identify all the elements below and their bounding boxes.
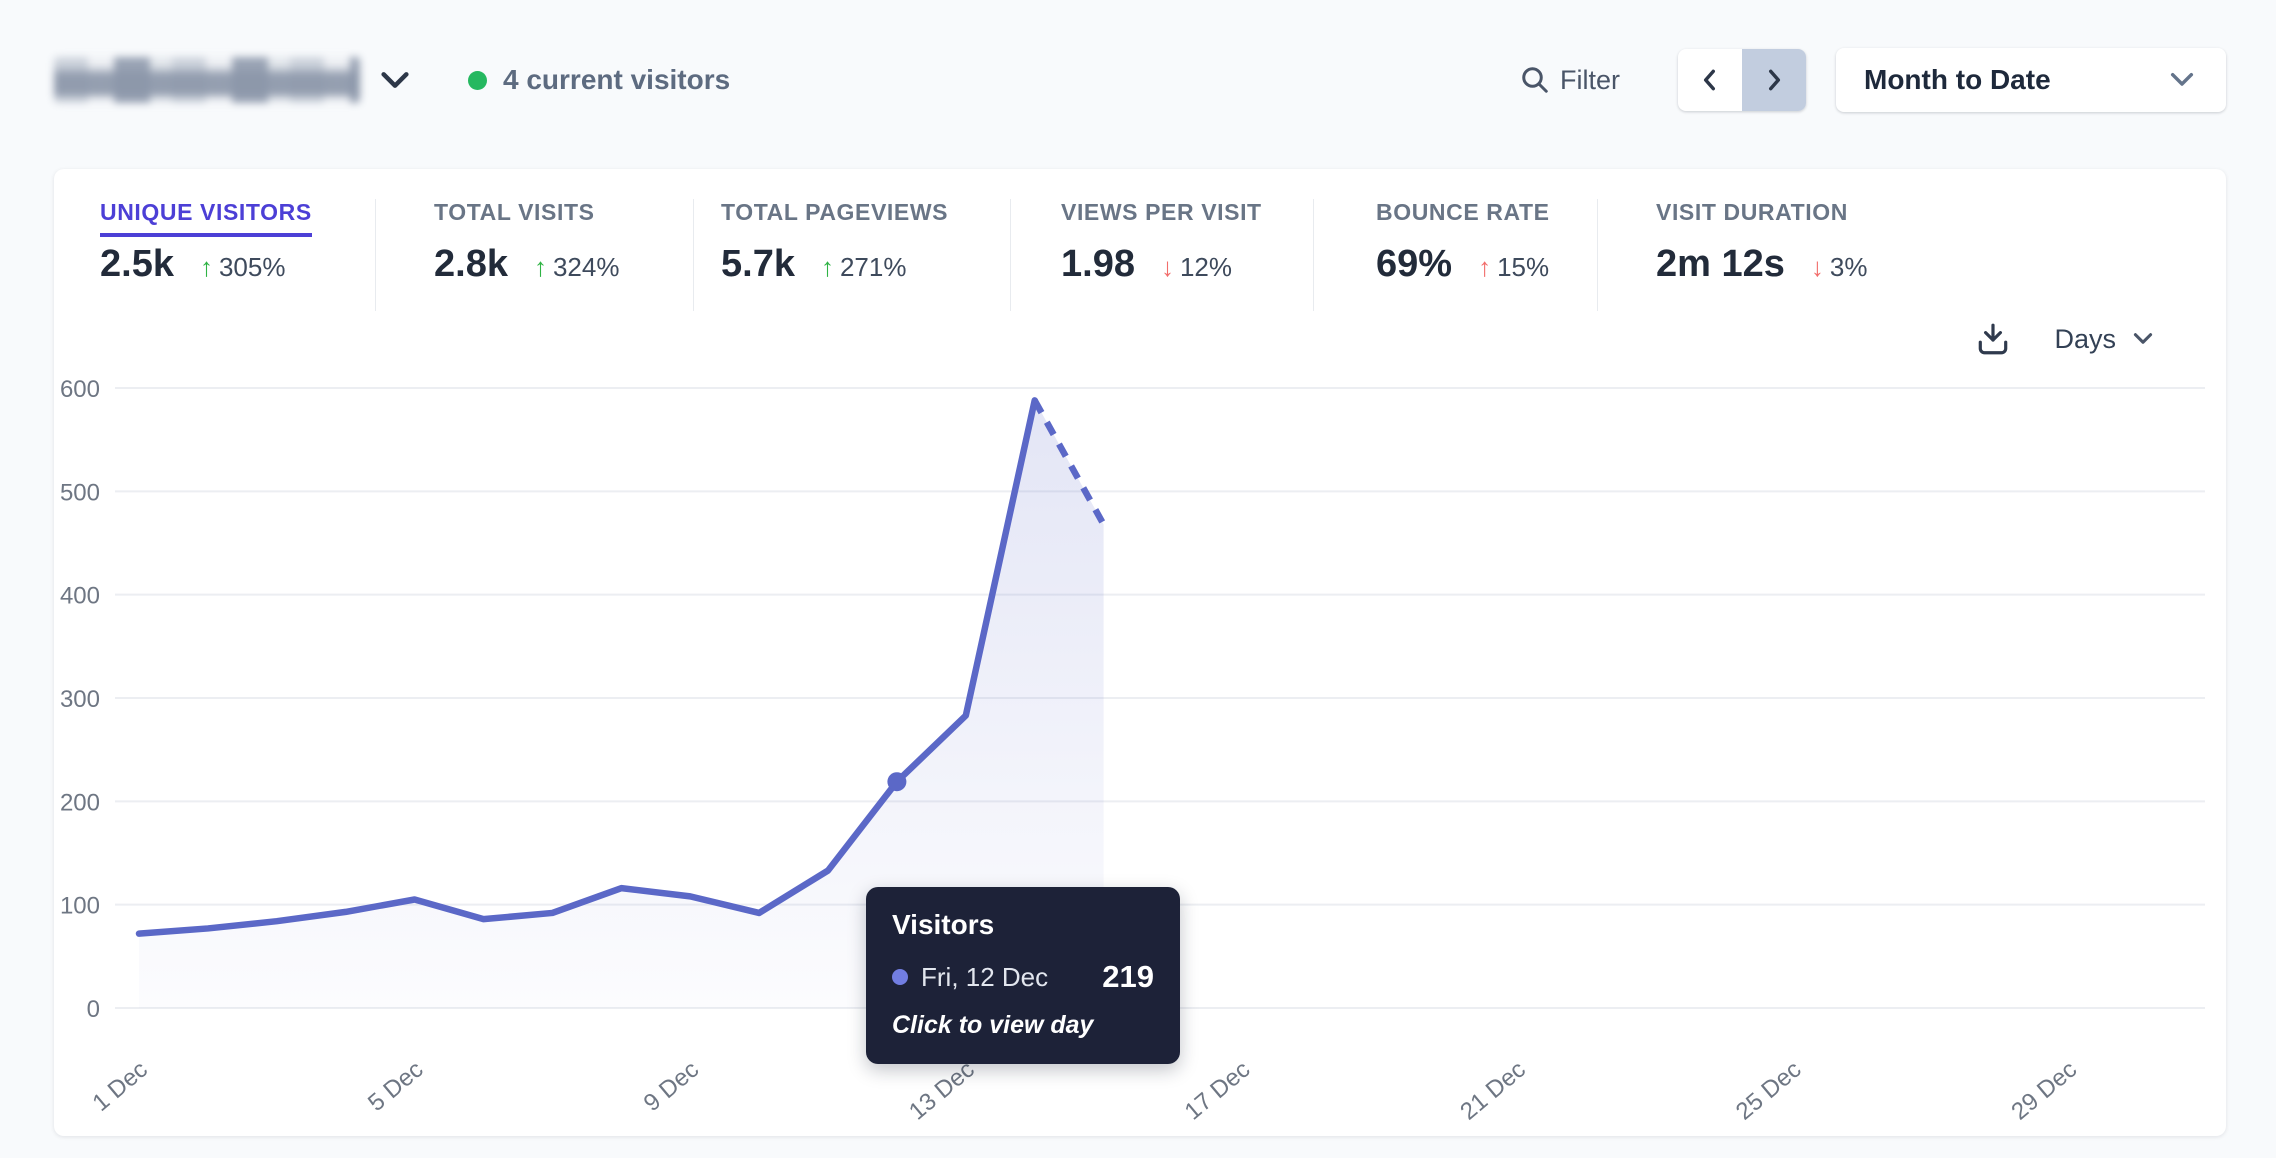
stat-value: 2m 12s <box>1656 243 1785 285</box>
stat-label: UNIQUE VISITORS <box>100 199 312 237</box>
stat-label: VIEWS PER VISIT <box>1061 199 1262 225</box>
chevron-right-icon <box>1769 69 1781 91</box>
analytics-card: UNIQUE VISITORS 2.5k ↑ 305% TOTAL VISITS … <box>54 169 2226 1136</box>
interval-dropdown[interactable]: Days <box>2054 324 2156 355</box>
x-tick-label: 9 Dec <box>639 1056 704 1117</box>
y-tick-label: 300 <box>60 686 100 713</box>
site-picker[interactable] <box>54 57 412 103</box>
site-name-redacted <box>54 57 360 103</box>
current-visitors-label: 4 current visitors <box>503 64 731 95</box>
x-tick-label: 25 Dec <box>1731 1056 1807 1126</box>
stat-visit-duration[interactable]: VISIT DURATION 2m 12s ↓ 3% <box>1597 199 2226 311</box>
visitors-chart[interactable]: 0 100 200 300 400 500 600 1 Dec 5 Dec 9 Dec 13 Dec… <box>54 169 2226 1136</box>
stat-label: TOTAL PAGEVIEWS <box>721 199 949 225</box>
chevron-down-icon <box>2170 72 2194 86</box>
y-tick-label: 200 <box>60 789 100 816</box>
visitors-line-chart: 0 100 200 300 400 500 600 1 Dec 5 Dec 9 Dec 13 Dec… <box>60 376 2205 1126</box>
stat-total-visits[interactable]: TOTAL VISITS 2.8k ↑ 324% <box>375 199 693 311</box>
x-tick-label: 13 Dec <box>904 1056 980 1126</box>
x-tick-label: 21 Dec <box>1455 1056 1531 1126</box>
stat-delta: ↑ 305% <box>199 252 286 282</box>
date-range-dropdown[interactable]: Month to Date <box>1836 48 2226 112</box>
x-tick-label: 17 Dec <box>1180 1056 1256 1126</box>
stat-label: BOUNCE RATE <box>1376 199 1550 225</box>
y-tick-label: 100 <box>60 893 100 920</box>
stats-row: UNIQUE VISITORS 2.5k ↑ 305% TOTAL VISITS … <box>54 169 2226 311</box>
top-bar: 4 current visitors Filter Month to Date <box>54 40 2226 120</box>
stat-delta: ↓ 3% <box>1810 252 1868 282</box>
stat-value: 2.5k <box>100 243 174 285</box>
tooltip-hint: Click to view day <box>892 1011 1094 1039</box>
hovered-point-dot[interactable] <box>887 772 907 792</box>
x-tick-label: 29 Dec <box>2006 1056 2082 1126</box>
date-range-label: Month to Date <box>1864 64 2051 95</box>
stat-views-per-visit[interactable]: VIEWS PER VISIT 1.98 ↓ 12% <box>1010 199 1313 311</box>
download-icon <box>1979 323 2008 355</box>
stat-delta: ↓ 12% <box>1160 252 1233 282</box>
y-tick-label: 600 <box>60 376 100 403</box>
chart-tooltip: Visitors Fri, 12 Dec 219 Click to view d… <box>866 887 1180 1064</box>
chevron-left-icon <box>1703 69 1715 91</box>
current-visitors[interactable]: 4 current visitors <box>468 64 730 96</box>
chevron-down-icon <box>2133 333 2153 344</box>
stat-delta: ↑ 271% <box>820 252 907 282</box>
export-button[interactable] <box>1976 321 2010 357</box>
trend-arrow-icon: ↑ <box>533 252 547 282</box>
chevron-down-icon <box>381 72 409 88</box>
filter-button[interactable]: Filter <box>1520 65 1620 96</box>
y-tick-label: 500 <box>60 479 100 506</box>
trend-arrow-icon: ↑ <box>820 252 834 282</box>
tooltip-date: Fri, 12 Dec <box>921 961 1049 992</box>
stat-total-pageviews[interactable]: TOTAL PAGEVIEWS 5.7k ↑ 271% <box>693 199 1010 311</box>
trend-arrow-icon: ↓ <box>1160 252 1174 282</box>
stat-value: 69% <box>1376 243 1453 285</box>
stat-delta: ↑ 15% <box>1478 252 1550 282</box>
tooltip-title: Visitors <box>892 909 995 940</box>
trend-arrow-icon: ↑ <box>1478 252 1492 282</box>
trend-arrow-icon: ↓ <box>1810 252 1824 282</box>
interval-label: Days <box>2054 323 2116 354</box>
stat-bounce-rate[interactable]: BOUNCE RATE 69% ↑ 15% <box>1313 199 1597 311</box>
chart-toolbar: Days <box>1976 321 2156 357</box>
x-tick-label: 5 Dec <box>363 1056 428 1117</box>
y-tick-label: 400 <box>60 583 100 610</box>
stat-value: 2.8k <box>434 243 508 285</box>
y-tick-label: 0 <box>87 996 100 1023</box>
prev-period-button[interactable] <box>1678 49 1742 111</box>
stat-label: TOTAL VISITS <box>434 199 595 225</box>
tooltip-value: 219 <box>1102 959 1154 994</box>
date-nav <box>1678 49 1806 111</box>
stat-value: 5.7k <box>721 243 795 285</box>
live-dot-icon <box>468 70 487 90</box>
stat-value: 1.98 <box>1061 243 1135 285</box>
series-dot-icon <box>892 969 908 985</box>
stat-unique-visitors[interactable]: UNIQUE VISITORS 2.5k ↑ 305% <box>54 199 375 311</box>
visitors-line <box>135 397 1038 937</box>
trend-arrow-icon: ↑ <box>199 252 213 282</box>
stat-delta: ↑ 324% <box>533 252 620 282</box>
stat-label: VISIT DURATION <box>1656 199 1848 225</box>
visitors-area <box>139 400 1104 1008</box>
x-tick-label: 1 Dec <box>87 1056 152 1117</box>
next-period-button[interactable] <box>1742 49 1806 111</box>
search-icon <box>1522 67 1548 93</box>
filter-label: Filter <box>1560 64 1620 95</box>
